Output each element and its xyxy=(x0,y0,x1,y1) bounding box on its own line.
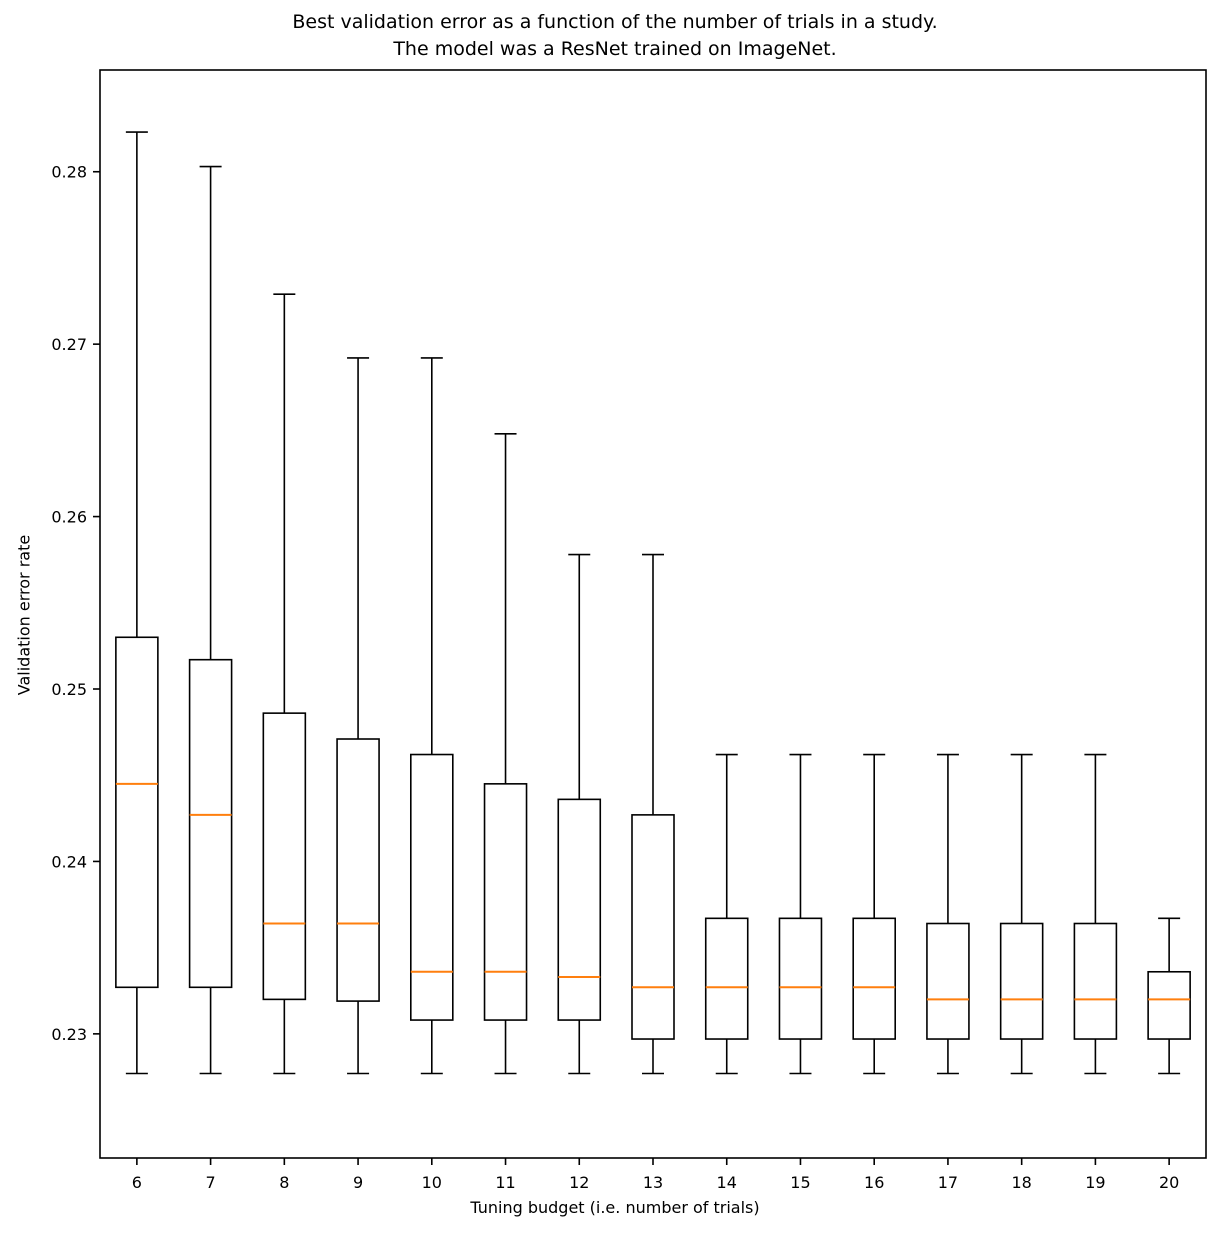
box xyxy=(852,917,897,1040)
x-tick-label: 12 xyxy=(569,1173,589,1192)
x-tick-label: 9 xyxy=(353,1173,363,1192)
x-tick-label: 8 xyxy=(279,1173,289,1192)
x-tick-label: 10 xyxy=(422,1173,442,1192)
y-tick-label: 0.28 xyxy=(51,163,87,182)
x-tick-label: 15 xyxy=(790,1173,810,1192)
box xyxy=(1073,922,1118,1040)
chart-title: Best validation error as a function of t… xyxy=(0,9,1230,62)
x-tick-label: 17 xyxy=(938,1173,958,1192)
box xyxy=(926,922,970,1040)
box xyxy=(1147,970,1191,1040)
x-tick-label: 16 xyxy=(864,1173,884,1192)
box xyxy=(262,712,307,1001)
box xyxy=(999,922,1044,1040)
box xyxy=(631,814,675,1040)
box xyxy=(188,658,233,989)
box xyxy=(409,753,454,1021)
x-tick-label: 11 xyxy=(495,1173,515,1192)
x-tick-label: 20 xyxy=(1159,1173,1179,1192)
y-axis-label: Validation error rate xyxy=(14,534,34,696)
box xyxy=(557,798,602,1021)
y-tick-label: 0.27 xyxy=(51,335,87,354)
y-tick-label: 0.24 xyxy=(51,852,87,871)
box xyxy=(336,738,380,1002)
x-tick-label: 6 xyxy=(132,1173,142,1192)
y-tick-label: 0.26 xyxy=(51,508,87,527)
x-tick-label: 13 xyxy=(643,1173,663,1192)
y-tick-label: 0.25 xyxy=(51,680,87,699)
x-tick-label: 19 xyxy=(1085,1173,1105,1192)
y-tick-label: 0.23 xyxy=(51,1025,87,1044)
x-tick-label: 14 xyxy=(717,1173,737,1192)
x-tick-label: 7 xyxy=(206,1173,216,1192)
box xyxy=(483,783,528,1021)
box xyxy=(704,917,749,1040)
x-tick-label: 18 xyxy=(1011,1173,1031,1192)
box xyxy=(115,636,159,989)
x-axis-label: Tuning budget (i.e. number of trials) xyxy=(470,1198,760,1217)
chart-title-line2: The model was a ResNet trained on ImageN… xyxy=(393,37,837,60)
chart-title-line1: Best validation error as a function of t… xyxy=(292,11,938,33)
box xyxy=(778,917,823,1040)
